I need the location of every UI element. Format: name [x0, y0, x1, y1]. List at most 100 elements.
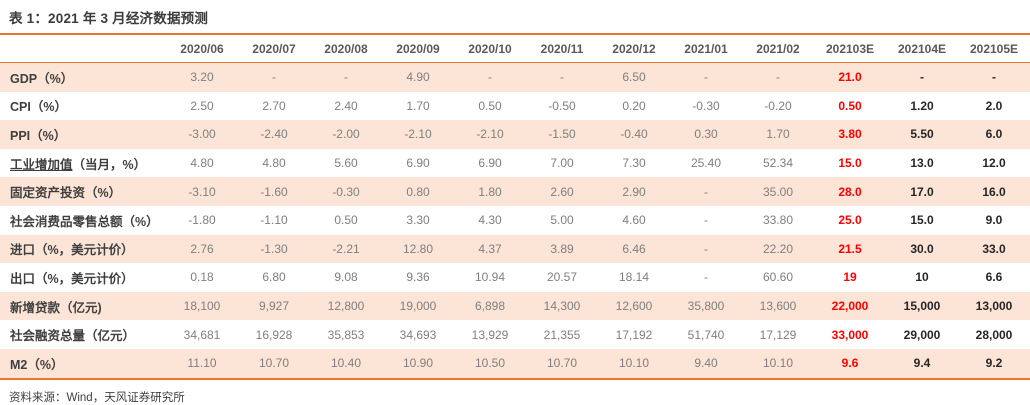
data-cell: 4.80: [190, 156, 214, 171]
data-cell: 13,929: [471, 327, 509, 342]
data-cell: 2.76: [190, 241, 214, 256]
data-cell: 28,000: [975, 327, 1013, 342]
data-cell: 33.80: [762, 213, 794, 228]
data-cell: 10.70: [546, 356, 578, 371]
data-cell: 9.40: [694, 356, 718, 371]
data-cell: 16.0: [982, 184, 1006, 199]
data-cell: 15,000: [903, 299, 941, 314]
data-cell: -0.30: [332, 184, 360, 199]
column-header: 2020/07: [238, 34, 310, 63]
source-note: 资料来源：Wind，天风证券研究所: [9, 391, 185, 404]
data-cell: 9.2: [985, 356, 1003, 371]
data-cell: 2.0: [985, 98, 1003, 113]
data-cell: 6.80: [262, 270, 286, 285]
data-cell: -: [272, 70, 276, 85]
data-cell: 3.20: [190, 70, 214, 85]
column-header: 202104E: [886, 34, 958, 63]
data-cell: 12,600: [615, 299, 653, 314]
data-cell: -: [920, 70, 924, 85]
column-header: 2021/02: [742, 34, 814, 63]
table-row: 工业增加值（当月，%） 4.80 4.80 5.60 6.90 6.90 7.00 7.30 2…: [0, 149, 1030, 178]
data-cell: 2.90: [622, 184, 646, 199]
data-cell: 22,000: [831, 299, 869, 314]
data-cell: 21.0: [838, 70, 862, 85]
data-cell: 0.50: [838, 98, 862, 113]
data-cell: -1.60: [260, 184, 288, 199]
table-row: 新增贷款（亿元) 18,100 9,927 12,800 19,000 6,898 14,3…: [0, 291, 1030, 321]
row-label: GDP（%）: [10, 71, 74, 86]
data-cell: -: [704, 270, 708, 285]
row-label: PPI（%）: [10, 128, 67, 143]
data-cell: 10.40: [330, 356, 362, 371]
table-row: M2（%） 11.10 10.70 10.40 10.90 10.50 10.70 10.10…: [0, 348, 1030, 379]
data-cell: 10.90: [402, 356, 434, 371]
table-row: 社会融资总量（亿元） 34,681 16,928 35,853 34,693 13,929…: [0, 320, 1030, 349]
data-cell: 4.60: [622, 213, 646, 228]
data-cell: 1.20: [910, 98, 934, 113]
data-cell: -1.80: [188, 213, 216, 228]
data-cell: 9,927: [258, 299, 290, 314]
data-cell: 10.70: [258, 356, 290, 371]
data-cell: 34,681: [183, 327, 221, 342]
data-cell: 13.0: [910, 156, 934, 171]
row-label: 出口（%，美元计价）: [10, 271, 134, 286]
data-cell: 19: [843, 270, 857, 285]
data-cell: -2.10: [476, 127, 504, 142]
column-header: 202103E: [814, 34, 886, 63]
forecast-table: 2020/06 2020/07 2020/08 2020/09 2020/10 2020/…: [0, 33, 1030, 380]
data-cell: 4.37: [478, 241, 502, 256]
data-cell: -0.50: [548, 98, 576, 113]
data-cell: -: [704, 70, 708, 85]
data-cell: -1.30: [260, 241, 288, 256]
data-cell: 0.50: [334, 213, 358, 228]
data-cell: 9.6: [841, 356, 859, 371]
data-cell: 6,898: [474, 299, 506, 314]
data-cell: 5.50: [910, 127, 934, 142]
table-row: 社会消费品零售总额（%） -1.80 -1.10 0.50 3.30 4.30 5.00 4.…: [0, 206, 1030, 235]
row-label: 社会融资总量（亿元）: [10, 329, 136, 344]
data-cell: 0.30: [694, 127, 718, 142]
data-cell: 9.36: [406, 270, 430, 285]
data-cell: 15.0: [838, 156, 862, 171]
data-cell: -3.00: [188, 127, 216, 142]
data-cell: 25.0: [838, 213, 862, 228]
data-cell: 0.18: [190, 270, 214, 285]
data-cell: -: [704, 184, 708, 199]
data-cell: 17,129: [759, 327, 797, 342]
data-cell: 15.0: [910, 213, 934, 228]
row-label: 工业增加值（当月，%）: [10, 157, 147, 172]
data-cell: 6.6: [985, 270, 1003, 285]
data-cell: 3.89: [550, 241, 574, 256]
header-row: 2020/06 2020/07 2020/08 2020/09 2020/10 2020/…: [0, 34, 1030, 63]
data-cell: -0.30: [692, 98, 720, 113]
data-cell: 4.90: [406, 70, 430, 85]
table-row: 进口（%，美元计价） 2.76 -1.30 -2.21 12.80 4.37 3.89 6.4…: [0, 234, 1030, 264]
data-cell: 51,740: [687, 327, 725, 342]
data-cell: 52.34: [762, 156, 794, 171]
data-cell: -: [776, 70, 780, 85]
data-cell: 22.20: [762, 241, 794, 256]
data-cell: 12.80: [402, 241, 434, 256]
row-label: M2（%）: [10, 357, 64, 372]
column-header: 2020/10: [454, 34, 526, 63]
data-cell: 25.40: [690, 156, 722, 171]
data-cell: 4.80: [262, 156, 286, 171]
data-cell: -0.20: [764, 98, 792, 113]
data-cell: 4.30: [478, 213, 502, 228]
data-cell: 11.10: [187, 356, 217, 371]
table-row: GDP（%） 3.20 - - 4.90 - - 6.50 - - 21.0 - -: [0, 62, 1030, 92]
row-label: CPI（%）: [10, 100, 67, 115]
data-cell: -: [704, 213, 708, 228]
data-cell: 28.0: [838, 184, 862, 199]
row-label: 新增贷款（亿元): [10, 300, 102, 315]
data-cell: 6.90: [406, 156, 430, 171]
data-cell: 17,192: [615, 327, 653, 342]
data-cell: 0.20: [622, 98, 646, 113]
data-cell: 18,100: [183, 299, 221, 314]
table-body: GDP（%） 3.20 - - 4.90 - - 6.50 - - 21.0 - - CPI（%） 2.50…: [0, 62, 1030, 379]
data-cell: 9.4: [913, 356, 931, 371]
data-cell: 21.5: [838, 241, 862, 256]
data-cell: -2.10: [404, 127, 432, 142]
data-cell: 9.0: [985, 213, 1003, 228]
column-header: 2020/12: [598, 34, 670, 63]
